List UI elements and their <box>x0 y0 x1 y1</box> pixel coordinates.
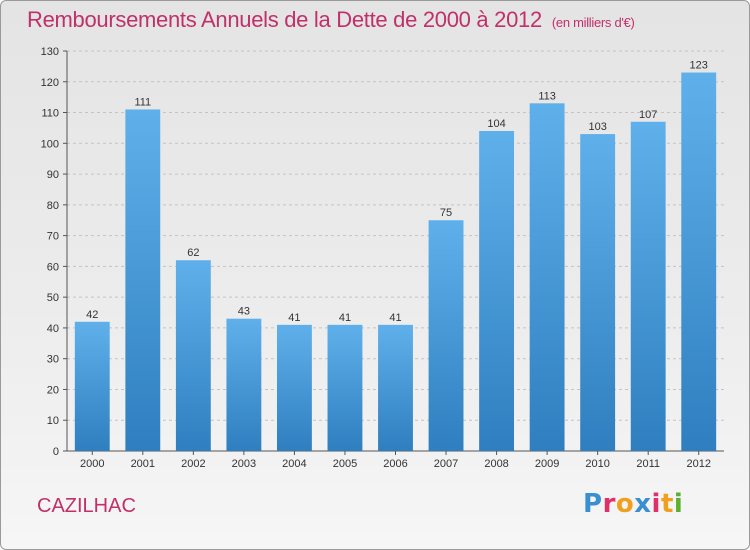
logo-letter: t <box>660 489 674 519</box>
x-tick-label: 2009 <box>535 458 559 470</box>
bars <box>74 72 717 452</box>
y-tick-label: 110 <box>41 108 59 120</box>
y-tick-label: 20 <box>47 384 59 396</box>
data-label: 41 <box>288 312 300 324</box>
y-tick-label: 50 <box>47 292 59 304</box>
y-tick-label: 30 <box>47 354 59 366</box>
data-label: 75 <box>440 207 452 219</box>
data-label: 42 <box>86 309 98 321</box>
data-label: 62 <box>187 247 199 259</box>
x-tick-label: 2003 <box>232 458 256 470</box>
labels: 2000 42 2001 111 2002 62 2003 43 2004 41 2005 41 200… <box>80 60 711 470</box>
bar <box>378 324 413 451</box>
logo-letter: P <box>583 489 603 519</box>
data-label: 41 <box>339 312 351 324</box>
y-tick-label: 10 <box>47 415 59 427</box>
logo-letter: o <box>615 489 635 519</box>
bar <box>580 134 616 452</box>
bar <box>630 121 666 452</box>
data-label: 107 <box>639 109 657 121</box>
data-label: 104 <box>487 118 505 130</box>
y-tick-label: 60 <box>47 261 59 273</box>
y-tick-label: 0 <box>53 446 59 458</box>
x-tick-label: 2006 <box>383 458 407 470</box>
y-tick-label: 40 <box>47 323 59 335</box>
bar <box>226 318 262 451</box>
bar <box>327 324 363 451</box>
x-tick-label: 2002 <box>181 458 205 470</box>
x-tick-label: 2000 <box>80 458 104 470</box>
y-tick-label: 90 <box>47 169 59 181</box>
bar <box>479 131 515 451</box>
y-tick-label: 130 <box>41 46 59 58</box>
x-tick-label: 2005 <box>333 458 357 470</box>
bar <box>681 72 717 452</box>
x-tick-label: 2007 <box>434 458 458 470</box>
bar <box>74 321 110 451</box>
data-label: 41 <box>389 312 401 324</box>
bar <box>428 220 464 451</box>
logo-letter: x <box>634 489 652 519</box>
logo-letter: i <box>651 489 661 519</box>
data-label: 113 <box>538 90 556 102</box>
x-tick-label: 2012 <box>686 458 710 470</box>
y-tick-label: 120 <box>41 77 59 89</box>
logo-letter: r <box>602 489 616 519</box>
proxiti-logo: Proxiti <box>583 489 683 519</box>
chart-title: Remboursements Annuels de la Dette de 20… <box>27 7 635 33</box>
y-tick-label: 70 <box>47 231 59 243</box>
logo-letter: i <box>673 489 684 519</box>
x-tick-label: 2010 <box>585 458 609 470</box>
data-label: 111 <box>134 96 151 108</box>
data-label: 43 <box>238 306 250 318</box>
bar <box>529 103 565 452</box>
y-tick-label: 100 <box>41 138 59 150</box>
x-tick-label: 2004 <box>282 458 306 470</box>
chart-title-text: Remboursements Annuels de la Dette de 20… <box>27 7 542 32</box>
bar <box>175 260 211 451</box>
commune-name: CAZILHAC <box>37 495 136 517</box>
x-tick-label: 2008 <box>484 458 508 470</box>
chart-unit: (en milliers d'€) <box>551 15 635 30</box>
x-tick-label: 2011 <box>636 458 660 470</box>
bar <box>125 109 161 451</box>
data-label: 103 <box>588 121 606 133</box>
x-tick-label: 2001 <box>131 458 155 470</box>
data-label: 123 <box>690 60 708 72</box>
bar <box>276 324 312 451</box>
y-tick-label: 80 <box>47 200 59 212</box>
